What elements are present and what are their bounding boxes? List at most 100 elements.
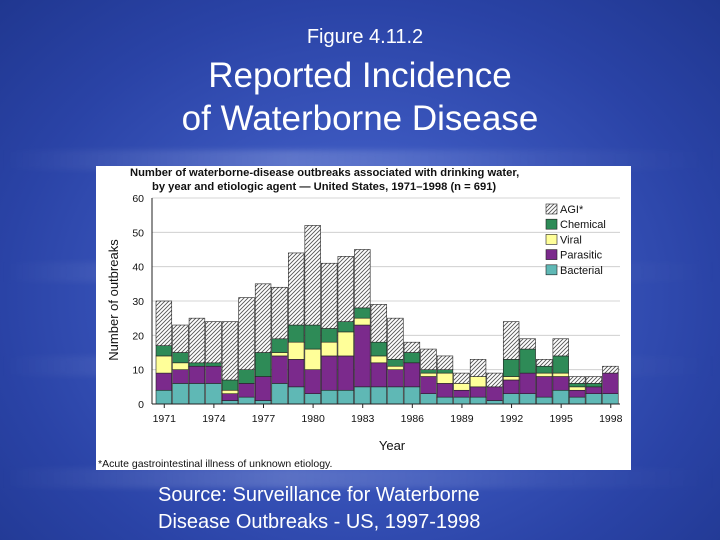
bar-segment-bacterial-1988 [436, 396, 454, 405]
bar-segment-viral-1981 [321, 341, 338, 357]
bar-segment-bacterial-1984 [370, 386, 388, 405]
bar-segment-bacterial-1997 [585, 393, 603, 405]
bar-segment-viral-1987 [420, 372, 437, 377]
bar-segment-bacterial-1982 [337, 389, 354, 405]
legend-swatch-parasitic [545, 249, 558, 260]
bar-segment-parasitic-1989 [453, 389, 470, 398]
x-tick-label: 1977 [252, 413, 276, 425]
bar-segment-agi-1989 [453, 372, 470, 384]
bar-segment-parasitic-1994 [536, 376, 553, 398]
chart-panel: Number of waterborne-disease outbreaks a… [96, 166, 631, 470]
bar-segment-agi-1987 [420, 348, 437, 370]
chart-footnote: *Acute gastrointestinal illness of unkno… [98, 458, 332, 470]
bar-segment-agi-1980 [304, 225, 321, 326]
bar-segment-bacterial-1976 [238, 396, 255, 405]
x-tick-label: 1989 [450, 413, 474, 425]
bar-segment-agi-1979 [287, 252, 305, 326]
bar-segment-agi-1985 [387, 317, 404, 360]
bar-segment-bacterial-1987 [420, 393, 437, 405]
bar-segment-bacterial-1985 [387, 386, 404, 405]
bar-segment-viral-1982 [337, 331, 354, 357]
bar-segment-chemical-1983 [354, 307, 371, 319]
bar-segment-agi-1972 [172, 324, 189, 353]
bar-segment-viral-1990 [469, 376, 487, 388]
bar-segment-bacterial-1979 [287, 386, 305, 405]
x-tick-label: 1971 [153, 413, 177, 425]
bar-segment-viral-1994 [536, 372, 553, 377]
bar-segment-chemical-1994 [536, 365, 553, 374]
bar-segment-bacterial-1998 [602, 393, 619, 405]
legend-label-agi: AGI* [560, 204, 584, 216]
bar-segment-chemical-1975 [221, 379, 239, 391]
bar-segment-bacterial-1990 [469, 396, 487, 405]
bar-segment-chemical-1978 [271, 338, 288, 353]
bar-segment-bacterial-1972 [172, 383, 189, 405]
bar-segment-bacterial-1989 [453, 396, 470, 405]
bar-segment-bacterial-1993 [519, 393, 536, 405]
bar-segment-agi-1974 [205, 321, 222, 364]
bar-stacks [155, 225, 619, 405]
bar-segment-agi-1981 [321, 262, 338, 329]
legend-swatch-bacterial [545, 264, 558, 276]
bar-segment-parasitic-1978 [271, 355, 288, 384]
legend-swatch-agi [545, 203, 558, 215]
bar-segment-agi-1983 [354, 249, 371, 309]
x-axis-label: Year [379, 438, 406, 453]
bar-segment-parasitic-1992 [502, 379, 520, 394]
bar-segment-agi-1994 [536, 359, 553, 367]
bar-segment-viral-1979 [287, 341, 305, 360]
y-tick-label: 0 [138, 399, 144, 411]
bar-segment-bacterial-1971 [155, 389, 173, 405]
bar-segment-bacterial-1975 [221, 400, 239, 405]
bar-segment-bacterial-1983 [354, 386, 371, 405]
bar-segment-viral-1992 [502, 376, 520, 381]
bar-segment-agi-1986 [403, 341, 421, 353]
bar-segment-bacterial-1994 [536, 396, 553, 405]
x-tick-label: 1998 [599, 413, 623, 425]
slide-title: Reported Incidence of Waterborne Disease [0, 54, 720, 140]
bar-segment-parasitic-1988 [436, 383, 454, 398]
bar-segment-viral-1971 [155, 355, 173, 374]
bar-segment-parasitic-1976 [238, 383, 255, 398]
y-tick-label: 10 [132, 365, 144, 377]
bar-segment-bacterial-1995 [552, 389, 569, 405]
bar-segment-agi-1973 [188, 317, 206, 364]
x-tick-label: 1983 [351, 413, 375, 425]
chart-title-line-1: Number of waterborne-disease outbreaks a… [130, 167, 519, 179]
bar-segment-parasitic-1975 [221, 393, 239, 401]
bar-segment-parasitic-1982 [337, 355, 354, 391]
bar-segment-chemical-1972 [172, 352, 189, 364]
bar-segment-agi-1992 [502, 321, 520, 360]
bar-segment-bacterial-1974 [205, 383, 222, 405]
bar-segment-parasitic-1985 [387, 369, 404, 388]
bar-segment-chemical-1997 [585, 383, 603, 388]
bar-segment-chemical-1977 [254, 352, 272, 377]
legend-swatch-viral [545, 234, 558, 245]
bar-segment-agi-1978 [271, 286, 288, 340]
legend-swatch-chemical [545, 218, 558, 230]
y-axis-label: Number of outbreaks [106, 239, 121, 361]
bar-segment-parasitic-1973 [188, 365, 206, 384]
y-tick-label: 50 [132, 227, 144, 239]
bar-segment-chemical-1976 [238, 369, 255, 384]
bar-segment-agi-1977 [254, 283, 272, 353]
chart-legend: AGI* Chemical Viral Parasitic Bacterial [545, 203, 606, 277]
bar-segment-chemical-1974 [205, 362, 222, 367]
bar-segment-agi-1997 [585, 376, 603, 384]
outbreaks-stacked-bar-chart: Number of waterborne-disease outbreaks a… [98, 167, 623, 470]
bar-segment-agi-1988 [436, 355, 454, 370]
bar-segment-viral-1996 [569, 386, 586, 391]
source-citation: Source: Surveillance for Waterborne Dise… [158, 482, 480, 536]
slide-title-line-1: Reported Incidence [208, 56, 512, 95]
bar-segment-parasitic-1986 [403, 362, 421, 388]
bar-segment-viral-1989 [453, 383, 470, 391]
bar-segment-parasitic-1979 [287, 359, 305, 388]
bar-segment-viral-1983 [354, 317, 371, 326]
legend-label-bacterial: Bacterial [560, 265, 603, 277]
bar-segment-agi-1990 [469, 359, 487, 377]
x-tick-label: 1986 [401, 413, 425, 425]
bar-segment-viral-1978 [271, 352, 288, 357]
bar-segment-parasitic-1987 [420, 376, 437, 395]
bar-segment-parasitic-1974 [205, 365, 222, 384]
x-tick-label: 1974 [202, 413, 226, 425]
